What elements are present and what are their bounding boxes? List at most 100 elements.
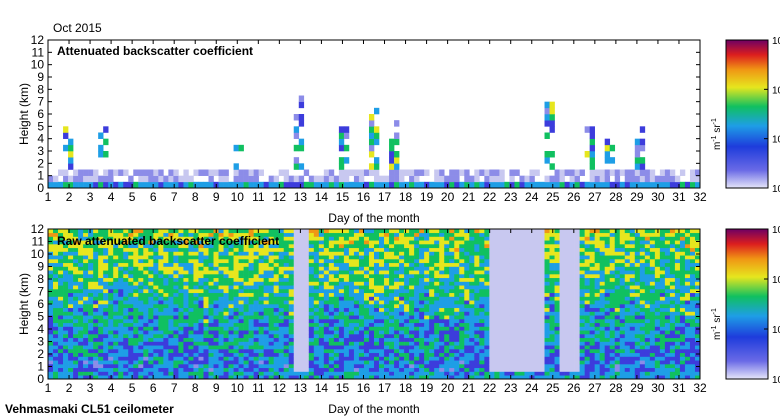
heatmap-cell (454, 315, 460, 320)
heatmap-cell (389, 144, 395, 152)
heatmap-cell (409, 345, 415, 350)
heatmap-cell (168, 349, 174, 354)
heatmap-cell (173, 360, 179, 365)
heatmap-cell (524, 326, 530, 331)
heatmap-cell (444, 360, 450, 365)
heatmap-cell (338, 307, 345, 312)
heatmap-cell (78, 281, 84, 286)
heatmap-cell (544, 349, 550, 354)
heatmap-cell (123, 375, 129, 380)
heatmap-cell (138, 352, 144, 357)
heatmap-cell (419, 292, 425, 297)
heatmap-cell (328, 360, 335, 365)
heatmap-cell (278, 274, 285, 279)
heatmap-cell (98, 247, 104, 252)
heatmap-cell (604, 181, 611, 189)
heatmap-cell (168, 244, 174, 249)
heatmap-cell (108, 244, 114, 249)
heatmap-cell (93, 244, 99, 249)
heatmap-cell (564, 266, 570, 271)
heatmap-cell (439, 181, 445, 189)
heatmap-cell (444, 285, 450, 290)
heatmap-cell (514, 270, 520, 275)
heatmap-cell (188, 367, 194, 372)
heatmap-cell (183, 244, 189, 249)
heatmap-cell (103, 315, 109, 320)
heatmap-cell (584, 364, 590, 369)
heatmap-cell (338, 240, 345, 245)
heatmap-cell (509, 259, 515, 264)
heatmap-cell (148, 289, 154, 294)
heatmap-cell (348, 251, 355, 256)
heatmap-cell (544, 262, 550, 267)
heatmap-cell (103, 319, 109, 324)
heatmap-cell (544, 319, 550, 324)
heatmap-cell (404, 255, 410, 260)
heatmap-cell (444, 304, 450, 309)
heatmap-cell (579, 259, 585, 264)
heatmap-cell (489, 270, 495, 275)
heatmap-cell (58, 229, 64, 234)
heatmap-cell (108, 169, 114, 176)
heatmap-cell (248, 334, 254, 339)
heatmap-cell (298, 356, 305, 361)
heatmap-cell (263, 266, 269, 271)
heatmap-cell (414, 307, 420, 312)
heatmap-cell (499, 289, 505, 294)
heatmap-cell (348, 364, 355, 369)
heatmap-cell (439, 356, 445, 361)
heatmap-cell (158, 266, 164, 271)
heatmap-cell (549, 371, 555, 376)
heatmap-cell (589, 371, 595, 376)
heatmap-cell (258, 337, 264, 342)
heatmap-cell (263, 300, 269, 305)
heatmap-cell (113, 311, 119, 316)
heatmap-cell (559, 356, 565, 361)
heatmap-cell (178, 326, 184, 331)
heatmap-cell (394, 360, 400, 365)
heatmap-cell (353, 244, 360, 249)
heatmap-cell (449, 247, 455, 252)
heatmap-cell (489, 337, 495, 342)
heatmap-cell (298, 120, 305, 127)
heatmap-cell (434, 371, 440, 376)
heatmap-cell (328, 371, 335, 376)
heatmap-cell (163, 292, 169, 297)
heatmap-cell (93, 255, 99, 260)
heatmap-cell (88, 360, 94, 365)
heatmap-cell (449, 300, 455, 305)
heatmap-cell (308, 266, 315, 271)
heatmap-cell (584, 300, 590, 305)
heatmap-cell (328, 352, 335, 357)
heatmap-cell (474, 322, 480, 327)
heatmap-cell (459, 229, 465, 234)
heatmap-cell (93, 337, 99, 342)
heatmap-cell (168, 292, 174, 297)
heatmap-cell (489, 375, 495, 380)
heatmap-cell (399, 236, 405, 241)
heatmap-cell (374, 270, 380, 275)
heatmap-cell (499, 304, 505, 309)
heatmap-cell (143, 307, 149, 312)
heatmap-cell (248, 281, 254, 286)
heatmap-cell (414, 236, 420, 241)
heatmap-cell (268, 330, 274, 335)
heatmap-cell (439, 345, 445, 350)
heatmap-cell (238, 281, 244, 286)
heatmap-cell (584, 341, 590, 346)
heatmap-cell (389, 375, 395, 380)
heatmap-cell (404, 349, 410, 354)
heatmap-cell (113, 289, 119, 294)
heatmap-cell (474, 251, 480, 256)
heatmap-cell (248, 169, 254, 176)
heatmap-cell (539, 255, 545, 260)
heatmap-cell (73, 334, 79, 339)
heatmap-cell (238, 255, 244, 260)
heatmap-cell (68, 367, 74, 372)
heatmap-cell (474, 345, 480, 350)
heatmap-cell (243, 251, 249, 256)
heatmap-cell (449, 352, 455, 357)
heatmap-cell (218, 352, 224, 357)
heatmap-cell (178, 315, 184, 320)
colorbar-tick-label: 10-4 (772, 35, 780, 47)
